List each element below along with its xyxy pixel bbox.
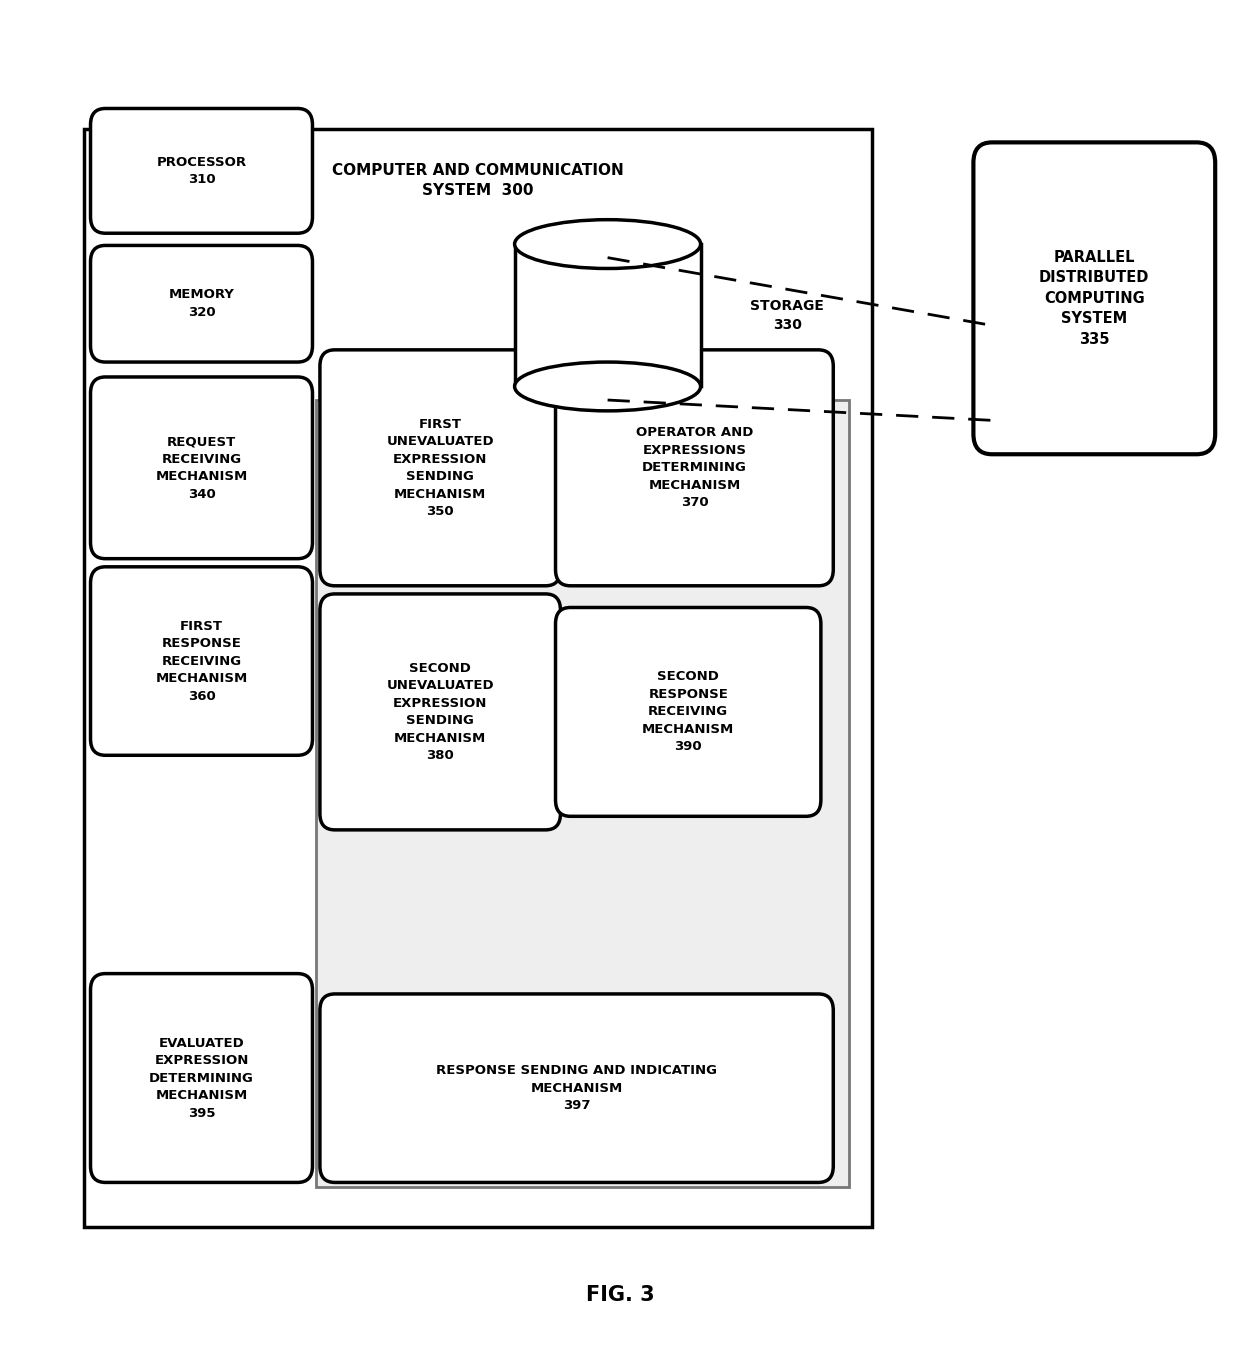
- Text: STORAGE
330: STORAGE 330: [750, 298, 825, 332]
- FancyBboxPatch shape: [973, 142, 1215, 454]
- FancyBboxPatch shape: [556, 607, 821, 816]
- FancyBboxPatch shape: [91, 377, 312, 559]
- Ellipse shape: [515, 220, 701, 268]
- Text: RESPONSE SENDING AND INDICATING
MECHANISM
397: RESPONSE SENDING AND INDICATING MECHANIS…: [436, 1064, 717, 1112]
- FancyBboxPatch shape: [91, 245, 312, 362]
- Text: FIG. 3: FIG. 3: [585, 1285, 655, 1304]
- Text: FIRST
UNEVALUATED
EXPRESSION
SENDING
MECHANISM
350: FIRST UNEVALUATED EXPRESSION SENDING MEC…: [387, 418, 494, 518]
- FancyBboxPatch shape: [320, 594, 560, 830]
- Ellipse shape: [515, 362, 701, 411]
- FancyBboxPatch shape: [556, 350, 833, 586]
- Bar: [84, 129, 872, 1227]
- FancyBboxPatch shape: [320, 350, 560, 586]
- Text: FIRST
RESPONSE
RECEIVING
MECHANISM
360: FIRST RESPONSE RECEIVING MECHANISM 360: [155, 620, 248, 702]
- Text: COMPUTER AND COMMUNICATION
SYSTEM  300: COMPUTER AND COMMUNICATION SYSTEM 300: [332, 163, 624, 198]
- Text: EVALUATED
EXPRESSION
DETERMINING
MECHANISM
395: EVALUATED EXPRESSION DETERMINING MECHANI…: [149, 1036, 254, 1120]
- Text: PARALLEL
DISTRIBUTED
COMPUTING
SYSTEM
335: PARALLEL DISTRIBUTED COMPUTING SYSTEM 33…: [1039, 250, 1149, 347]
- FancyBboxPatch shape: [91, 108, 312, 233]
- Bar: [515, 244, 701, 386]
- Bar: [316, 400, 849, 1186]
- FancyBboxPatch shape: [320, 994, 833, 1182]
- FancyBboxPatch shape: [91, 567, 312, 755]
- Text: MEMORY
320: MEMORY 320: [169, 289, 234, 319]
- Text: REQUEST
RECEIVING
MECHANISM
340: REQUEST RECEIVING MECHANISM 340: [155, 435, 248, 500]
- Text: OPERATOR AND
EXPRESSIONS
DETERMINING
MECHANISM
370: OPERATOR AND EXPRESSIONS DETERMINING MEC…: [636, 426, 753, 510]
- Text: SECOND
UNEVALUATED
EXPRESSION
SENDING
MECHANISM
380: SECOND UNEVALUATED EXPRESSION SENDING ME…: [387, 662, 494, 762]
- Text: SECOND
RESPONSE
RECEIVING
MECHANISM
390: SECOND RESPONSE RECEIVING MECHANISM 390: [642, 670, 734, 754]
- FancyBboxPatch shape: [91, 974, 312, 1182]
- Text: PROCESSOR
310: PROCESSOR 310: [156, 156, 247, 186]
